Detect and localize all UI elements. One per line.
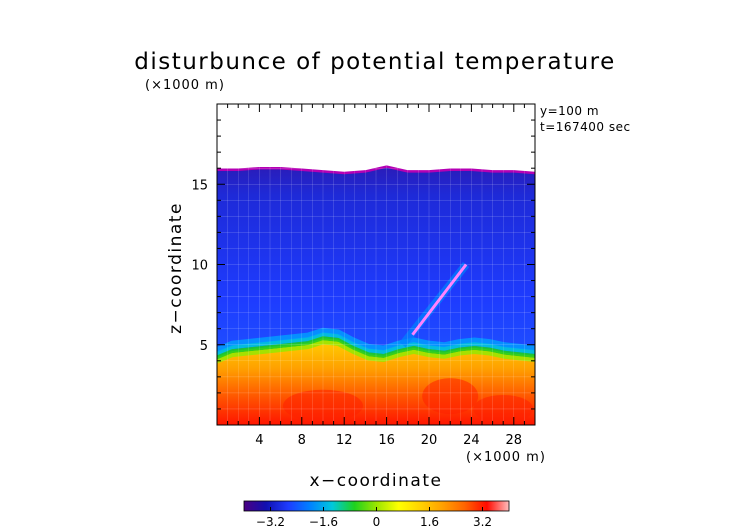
colorbar-tick-label: 3.2 — [473, 515, 492, 529]
x-tick-label: 4 — [255, 433, 263, 448]
x-tick-label: 28 — [506, 433, 523, 448]
colorbar-ticks: −3.2 −1.6 0 1.6 3.2 — [256, 507, 492, 529]
hot-spot — [422, 378, 479, 415]
colorbar-tick-label: −1.6 — [309, 515, 338, 529]
colorbar-tick-label: −3.2 — [256, 515, 285, 529]
y-tick-label: 5 — [200, 339, 208, 354]
x-tick-label: 8 — [298, 433, 306, 448]
hot-spot — [473, 394, 534, 423]
top-boundary-line — [217, 165, 535, 175]
x-axis-unit-label: (×1000 m) — [466, 450, 546, 465]
y-tick-label: 15 — [191, 178, 208, 193]
interface-band — [217, 332, 535, 356]
x-axis-label: x−coordinate — [310, 471, 443, 491]
upper-cold-region — [217, 166, 535, 358]
x-tick-label: 12 — [336, 433, 353, 448]
interface-band — [217, 340, 535, 364]
y-axis-ticks: 5 10 15 — [191, 119, 535, 410]
x-axis-ticks: 4 8 12 16 20 24 28 — [227, 104, 525, 448]
x-tick-label: 20 — [421, 433, 438, 448]
y-tick-label: 10 — [191, 259, 208, 274]
annotation-time: t=167400 sec — [540, 120, 631, 134]
hot-spot — [283, 389, 363, 422]
interface-band — [217, 327, 535, 352]
colorbar-tick-label: 0 — [373, 515, 381, 529]
chart-title: disturbunce of potential temperature — [134, 49, 616, 75]
heatmap-field — [217, 104, 535, 425]
colorbar-tick-label: 1.6 — [420, 515, 439, 529]
y-axis-label: z−coordinate — [166, 202, 186, 334]
annotation-y-position: y=100 m — [540, 104, 599, 118]
x-tick-label: 16 — [378, 433, 395, 448]
plume-core — [411, 263, 468, 336]
y-axis-unit-label: (×1000 m) — [145, 78, 225, 93]
interface-band — [217, 336, 535, 360]
x-tick-label: 24 — [463, 433, 480, 448]
